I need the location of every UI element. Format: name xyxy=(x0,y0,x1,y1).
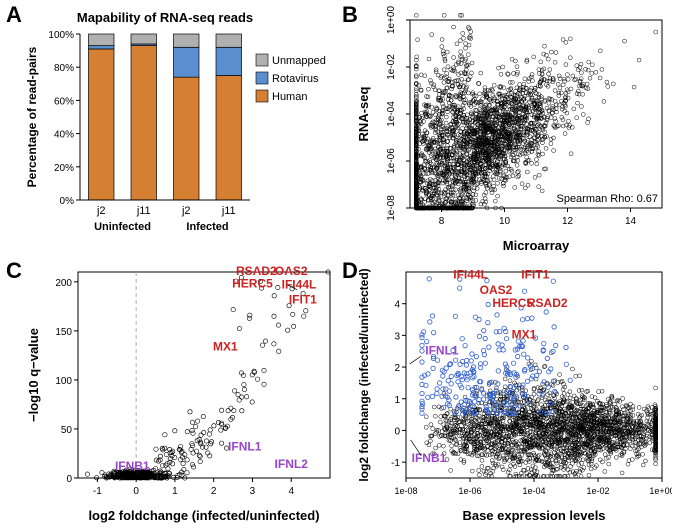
svg-text:2: 2 xyxy=(394,363,400,374)
panel-c-svg: -1 0 1 2 3 4 0 50 100 150 200 log2 foldchange (infe… xyxy=(20,262,340,526)
svg-text:0: 0 xyxy=(66,474,72,485)
svg-text:Human: Human xyxy=(272,91,307,103)
svg-text:14: 14 xyxy=(625,216,637,227)
svg-text:-1: -1 xyxy=(93,486,102,497)
panel-d: 1e-08 1e-06 1e-04 1e-02 1e+00 -1 0 1 2 3 4 Base exp… xyxy=(352,262,672,526)
svg-text:Microarray: Microarray xyxy=(503,238,570,253)
panel-b-svg: 8 10 12 14 1e-08 1e-06 1e-04 1e-02 1e+00 Microarr… xyxy=(352,6,672,256)
svg-text:IFNB1: IFNB1 xyxy=(412,451,447,465)
svg-text:1e-02: 1e-02 xyxy=(386,54,397,80)
svg-text:Mapability of RNA-seq reads: Mapability of RNA-seq reads xyxy=(77,10,253,25)
svg-text:1e-08: 1e-08 xyxy=(386,195,397,221)
svg-text:IFI44L: IFI44L xyxy=(282,278,317,292)
svg-text:1e-04: 1e-04 xyxy=(522,486,545,496)
svg-text:4: 4 xyxy=(394,300,400,311)
svg-text:200: 200 xyxy=(55,278,72,289)
svg-text:Unmapped: Unmapped xyxy=(272,55,326,67)
svg-text:j11: j11 xyxy=(221,205,236,217)
svg-text:Base expression levels: Base expression levels xyxy=(462,508,605,523)
svg-text:log2 foldchange (infected/unin: log2 foldchange (infected/uninfected) xyxy=(357,268,371,481)
svg-text:IFNL1: IFNL1 xyxy=(425,343,459,357)
svg-text:10: 10 xyxy=(499,216,511,227)
svg-text:1e-04: 1e-04 xyxy=(386,101,397,127)
svg-text:OAS2: OAS2 xyxy=(275,264,308,278)
svg-text:100: 100 xyxy=(55,376,72,387)
svg-text:Infected: Infected xyxy=(186,221,228,233)
svg-text:-1: -1 xyxy=(391,458,400,469)
svg-text:50: 50 xyxy=(61,425,73,436)
svg-text:j2: j2 xyxy=(96,205,106,217)
svg-text:100%: 100% xyxy=(48,30,74,41)
svg-text:0: 0 xyxy=(394,426,400,437)
svg-text:Uninfected: Uninfected xyxy=(94,221,151,233)
svg-text:HERC5: HERC5 xyxy=(232,277,273,291)
panel-c: -1 0 1 2 3 4 0 50 100 150 200 log2 foldchange (infe… xyxy=(20,262,340,526)
svg-text:3: 3 xyxy=(250,486,256,497)
svg-text:MX1: MX1 xyxy=(213,339,238,353)
svg-text:150: 150 xyxy=(55,327,72,338)
svg-text:Rotavirus: Rotavirus xyxy=(272,73,319,85)
svg-text:RNA-seq: RNA-seq xyxy=(356,86,371,141)
svg-text:12: 12 xyxy=(562,216,574,227)
svg-text:1e+00: 1e+00 xyxy=(386,6,397,34)
svg-text:4: 4 xyxy=(288,486,294,497)
svg-text:IFNB1: IFNB1 xyxy=(115,459,150,473)
svg-text:40%: 40% xyxy=(54,130,74,141)
svg-text:Percentage of read-pairs: Percentage of read-pairs xyxy=(25,46,39,187)
svg-text:−log10 q−value: −log10 q−value xyxy=(26,328,41,422)
svg-text:1e-02: 1e-02 xyxy=(586,486,609,496)
svg-text:80%: 80% xyxy=(54,63,74,74)
panel-a-svg: Mapability of RNA-seq reads 0% 20% 40% 60% 80… xyxy=(20,6,340,256)
svg-text:1: 1 xyxy=(394,395,400,406)
svg-text:IFIT1: IFIT1 xyxy=(521,267,549,281)
svg-text:1e+00: 1e+00 xyxy=(649,486,672,496)
svg-text:j2: j2 xyxy=(181,205,191,217)
panel-b: 8 10 12 14 1e-08 1e-06 1e-04 1e-02 1e+00 Microarr… xyxy=(352,6,672,256)
svg-text:IFNL1: IFNL1 xyxy=(228,440,262,454)
svg-text:IFNL2: IFNL2 xyxy=(275,457,309,471)
svg-text:8: 8 xyxy=(439,216,445,227)
svg-text:log2 foldchange (infected/unin: log2 foldchange (infected/uninfected) xyxy=(88,508,319,523)
svg-text:j11: j11 xyxy=(136,205,151,217)
svg-text:Spearman Rho: 0.67: Spearman Rho: 0.67 xyxy=(556,193,658,205)
panel-a: Mapability of RNA-seq reads 0% 20% 40% 60% 80… xyxy=(20,6,340,256)
svg-text:1e-06: 1e-06 xyxy=(458,486,481,496)
svg-text:2: 2 xyxy=(211,486,217,497)
svg-text:1: 1 xyxy=(172,486,178,497)
svg-text:IFI44L: IFI44L xyxy=(453,267,488,281)
svg-text:RSAD2: RSAD2 xyxy=(527,296,568,310)
svg-text:MX1: MX1 xyxy=(512,328,537,342)
svg-text:60%: 60% xyxy=(54,96,74,107)
svg-text:20%: 20% xyxy=(54,163,74,174)
svg-text:0: 0 xyxy=(133,486,139,497)
panel-d-svg: 1e-08 1e-06 1e-04 1e-02 1e+00 -1 0 1 2 3 4 Base exp… xyxy=(352,262,672,526)
svg-text:1e-06: 1e-06 xyxy=(386,148,397,174)
svg-text:3: 3 xyxy=(394,331,400,342)
svg-text:0%: 0% xyxy=(60,196,75,207)
svg-text:IFIT1: IFIT1 xyxy=(289,292,317,306)
svg-text:1e-08: 1e-08 xyxy=(394,486,417,496)
